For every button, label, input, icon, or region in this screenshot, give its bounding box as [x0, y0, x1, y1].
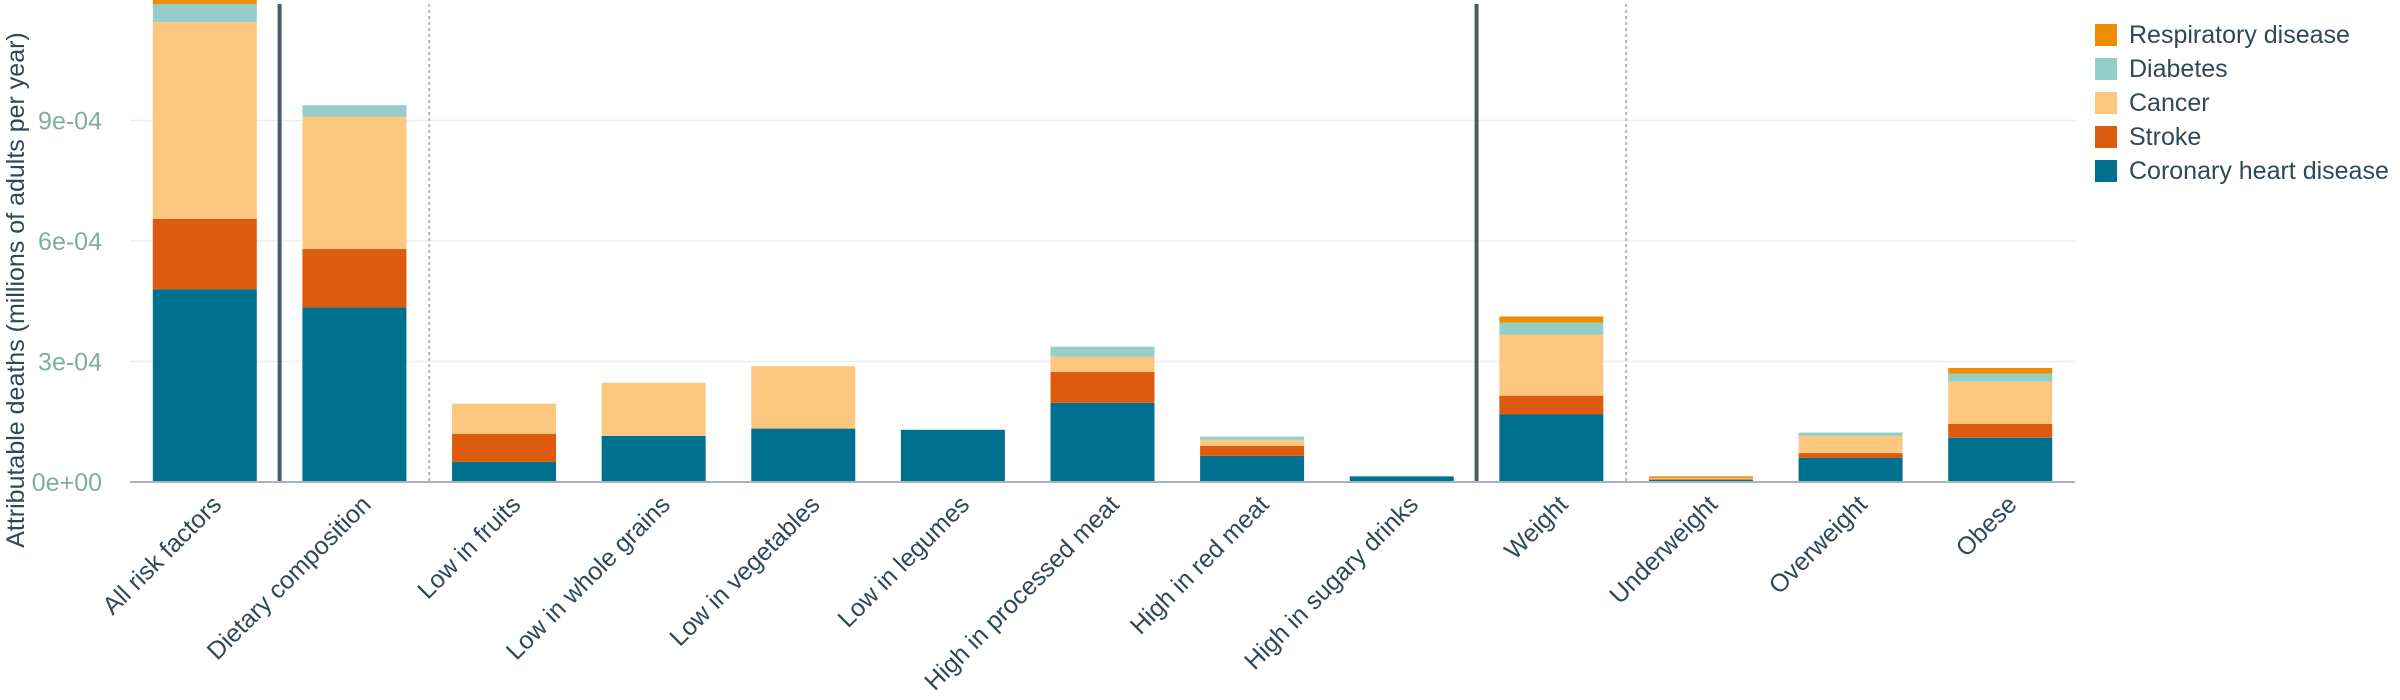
bar-coronary-heart-disease	[1499, 414, 1604, 482]
bar-coronary-heart-disease	[1798, 457, 1903, 482]
bar-diabetes	[1499, 322, 1604, 335]
bar-coronary-heart-disease	[152, 289, 257, 482]
bar-diabetes	[1948, 373, 2053, 382]
bar-cancer	[751, 366, 856, 429]
legend-label: Respiratory disease	[2129, 20, 2350, 49]
bar-diabetes	[152, 4, 257, 23]
bar-respiratory-disease	[1948, 367, 2053, 374]
bar-coronary-heart-disease	[1948, 437, 2053, 482]
bar-cancer	[1499, 334, 1604, 396]
x-tick-label: Low in legumes	[832, 490, 975, 633]
bar-stroke	[1499, 395, 1604, 415]
bar-coronary-heart-disease	[751, 428, 856, 482]
legend-item-coronary-heart-disease[interactable]: Coronary heart disease	[2095, 154, 2389, 188]
bar-coronary-heart-disease	[1349, 476, 1454, 482]
y-tick-label: 9e-04	[38, 108, 102, 136]
bar-stroke	[1948, 423, 2053, 438]
bar-cancer	[601, 382, 706, 436]
x-tick-label: Overweight	[1764, 490, 1873, 599]
bar-respiratory-disease	[152, 0, 257, 5]
bar-respiratory-disease	[1499, 316, 1604, 323]
legend: Respiratory disease Diabetes Cancer Stroke C…	[2095, 18, 2389, 188]
bar-coronary-heart-disease	[452, 461, 557, 482]
x-tick-label: Dietary composition	[202, 490, 377, 665]
bar-stroke	[302, 249, 407, 308]
bar-stroke	[452, 433, 557, 462]
bar-coronary-heart-disease	[1648, 479, 1753, 482]
x-tick-label: Obese	[1951, 490, 2023, 562]
bar-stroke	[1798, 453, 1903, 458]
bar-cancer	[1200, 439, 1305, 446]
legend-item-diabetes[interactable]: Diabetes	[2095, 52, 2389, 86]
bar-stroke	[1200, 445, 1305, 456]
legend-item-stroke[interactable]: Stroke	[2095, 120, 2389, 154]
y-tick-label: 0e+00	[32, 469, 102, 497]
y-tick-label: 6e-04	[38, 228, 102, 256]
bar-cancer	[152, 22, 257, 219]
bar-coronary-heart-disease	[601, 435, 706, 482]
bar-cancer	[1050, 356, 1155, 372]
bar-cancer	[1948, 381, 2053, 424]
x-tick-label: Low in fruits	[412, 490, 526, 604]
y-axis-title: Attributable deaths (millions of adults …	[2, 32, 30, 548]
bar-stroke	[152, 218, 257, 290]
legend-label: Stroke	[2129, 122, 2202, 151]
bar-respiratory-disease	[1648, 476, 1753, 478]
x-tick-label: High in red meat	[1125, 490, 1275, 640]
legend-swatch	[2095, 24, 2117, 46]
legend-swatch	[2095, 126, 2117, 148]
x-tick-label: All risk factors	[97, 490, 227, 620]
bar-diabetes	[1200, 436, 1305, 440]
bar-cancer	[1648, 478, 1753, 480]
x-tick-label: Low in whole grains	[501, 490, 676, 665]
legend-swatch	[2095, 58, 2117, 80]
legend-swatch	[2095, 92, 2117, 114]
bar-diabetes	[1798, 432, 1903, 436]
y-tick-label: 3e-04	[38, 349, 102, 377]
bar-diabetes	[1050, 346, 1155, 357]
bar-cancer	[1798, 435, 1903, 454]
legend-item-respiratory-disease[interactable]: Respiratory disease	[2095, 18, 2389, 52]
legend-swatch	[2095, 160, 2117, 182]
bar-diabetes	[302, 105, 407, 117]
bar-coronary-heart-disease	[900, 429, 1005, 482]
legend-item-cancer[interactable]: Cancer	[2095, 86, 2389, 120]
bar-cancer	[452, 403, 557, 434]
x-tick-label: High in sugary drinks	[1239, 490, 1424, 675]
legend-label: Cancer	[2129, 88, 2210, 117]
legend-label: Coronary heart disease	[2129, 156, 2389, 185]
bar-coronary-heart-disease	[1050, 402, 1155, 482]
bar-coronary-heart-disease	[302, 307, 407, 482]
bar-cancer	[302, 116, 407, 250]
x-tick-label: Low in vegetables	[664, 490, 825, 651]
x-tick-label: Weight	[1499, 490, 1574, 565]
bar-stroke	[1050, 371, 1155, 403]
bar-coronary-heart-disease	[1200, 455, 1305, 482]
bar-stroke	[1648, 479, 1753, 480]
legend-label: Diabetes	[2129, 54, 2228, 83]
x-tick-label: Underweight	[1604, 490, 1723, 609]
